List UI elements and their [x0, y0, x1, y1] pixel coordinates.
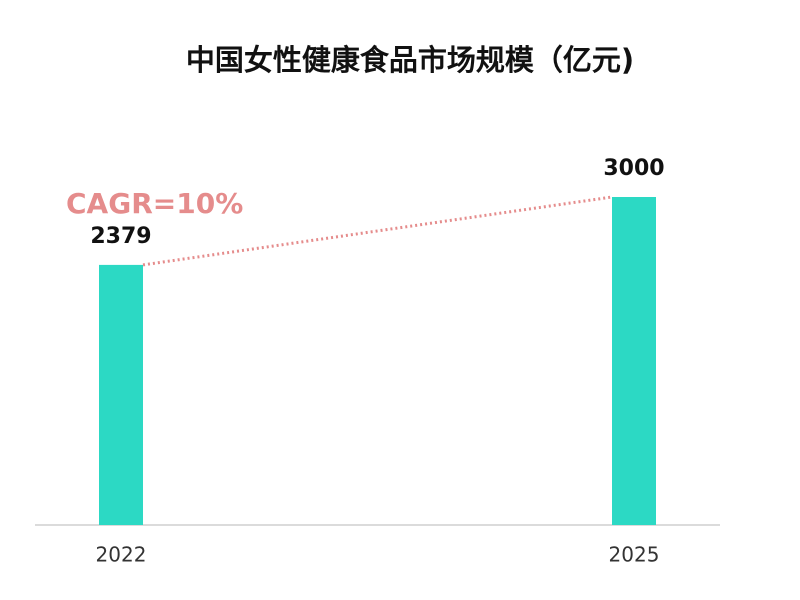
trend-line — [142, 195, 613, 267]
x-tick-label: 2025 — [609, 543, 660, 567]
value-label: 2379 — [90, 224, 151, 249]
bar — [99, 264, 143, 525]
bar — [612, 197, 656, 525]
chart-title: 中国女性健康食品市场规模（亿元) — [186, 43, 634, 77]
annotation: CAGR=10% — [66, 187, 243, 220]
value-label: 3000 — [603, 156, 664, 181]
x-tick-label: 2022 — [96, 543, 147, 567]
